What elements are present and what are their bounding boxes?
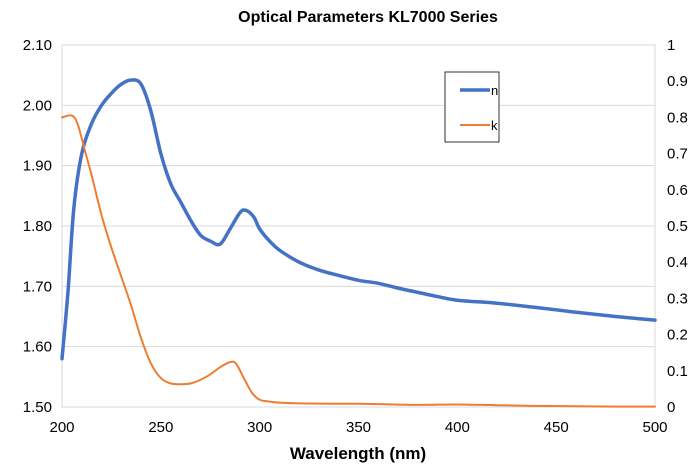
legend-box [444, 71, 500, 143]
x-axis: 200 250 300 350 400 450 500 [49, 419, 667, 436]
legend: n k [444, 71, 500, 143]
grid [62, 44, 655, 408]
x-tick-label: 400 [445, 419, 470, 436]
y2-tick-label: 0.4 [667, 254, 688, 271]
y2-tick-label: 0.3 [667, 290, 688, 307]
y2-tick-label: 0.5 [667, 218, 688, 235]
y-tick-label: 2.10 [23, 37, 52, 54]
y2-tick-label: 0.7 [667, 146, 688, 163]
y-tick-label: 1.60 [23, 339, 52, 356]
y2-tick-label: 0.1 [667, 363, 688, 380]
x-tick-label: 500 [642, 419, 667, 436]
y-tick-label: 1.90 [23, 158, 52, 175]
y2-tick-label: 0.2 [667, 327, 688, 344]
x-tick-label: 200 [49, 419, 74, 436]
legend-label-n: n [491, 83, 498, 98]
series-layer [60, 78, 657, 408]
y2-tick-label: 0 [667, 399, 675, 416]
y2-tick-label: 0.6 [667, 182, 688, 199]
series-line-n [60, 78, 657, 361]
series-line-k [61, 114, 656, 408]
y-tick-label: 2.00 [23, 97, 52, 114]
plot-area [61, 44, 656, 408]
y-tick-label: 1.80 [23, 218, 52, 235]
y2-tick-label: 0.9 [667, 73, 688, 90]
y-axis-right: 0 0.1 0.2 0.3 0.4 0.5 0.6 0.7 0.8 0.9 1 [667, 37, 688, 416]
legend-label-k: k [491, 118, 498, 133]
x-tick-label: 250 [148, 419, 173, 436]
y-tick-label: 1.50 [23, 399, 52, 416]
x-axis-title: Wavelength (nm) [290, 444, 426, 463]
x-tick-label: 300 [247, 419, 272, 436]
x-tick-label: 350 [346, 419, 371, 436]
x-tick-label: 450 [544, 419, 569, 436]
y-tick-label: 1.70 [23, 278, 52, 295]
y2-tick-label: 1 [667, 37, 675, 54]
chart-title: Optical Parameters KL7000 Series [238, 9, 498, 26]
y2-tick-label: 0.8 [667, 109, 688, 126]
y-axis-left: 1.50 1.60 1.70 1.80 1.90 2.00 2.10 [23, 37, 52, 416]
